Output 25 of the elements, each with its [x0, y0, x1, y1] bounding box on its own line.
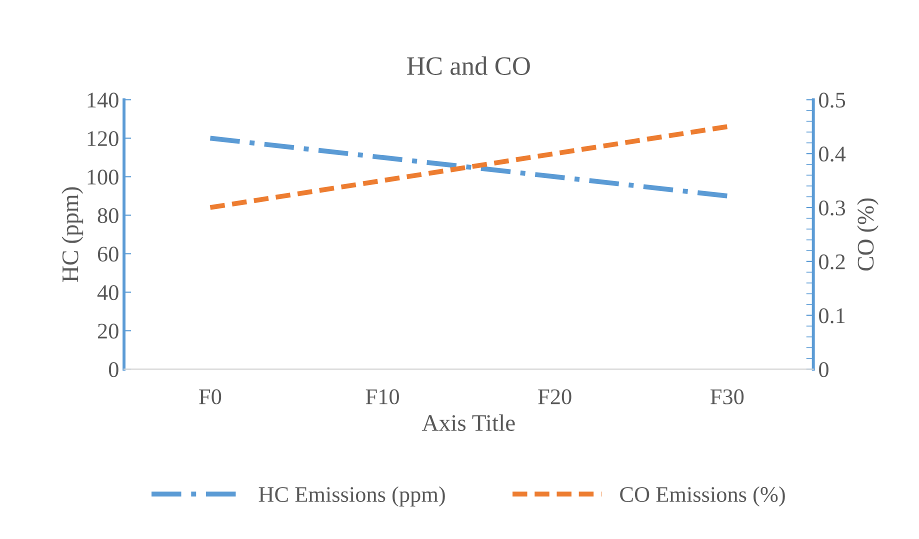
y-tick-label: 120: [88, 131, 118, 146]
y2-tick-label: 0.5: [819, 92, 846, 108]
y2-tick-label: 0.3: [819, 200, 846, 216]
y-tick-label: 40: [97, 285, 118, 300]
x-tick-label: F30: [710, 389, 744, 404]
x-tick-label: F20: [538, 389, 572, 404]
legend-label: HC Emissions (ppm): [258, 486, 445, 507]
y-axis-title: HC (ppm): [62, 187, 84, 282]
line-series: [208, 124, 730, 210]
y-tick-label: 60: [98, 246, 118, 262]
legend-label: CO Emissions (%): [620, 486, 785, 507]
x-tick-label: F10: [366, 389, 399, 404]
y2-tick-label: 0.2: [819, 254, 845, 270]
y-tick-label: 20: [98, 324, 118, 339]
y-tick-label: 100: [88, 170, 118, 185]
x-tick-label: F0: [199, 389, 222, 404]
y2-tick-label: 0.4: [819, 146, 846, 162]
y2-axis-title: CO (%): [857, 198, 878, 271]
y-tick-label: 80: [98, 208, 118, 224]
y-tick-label: 0: [108, 362, 118, 378]
chart-title: HC and CO: [407, 56, 530, 75]
y-tick-label: 140: [88, 92, 118, 108]
y2-tick-label: 0: [819, 362, 828, 378]
y2-tick-label: 0.1: [819, 308, 845, 324]
x-axis-title: Axis Title: [422, 414, 515, 431]
